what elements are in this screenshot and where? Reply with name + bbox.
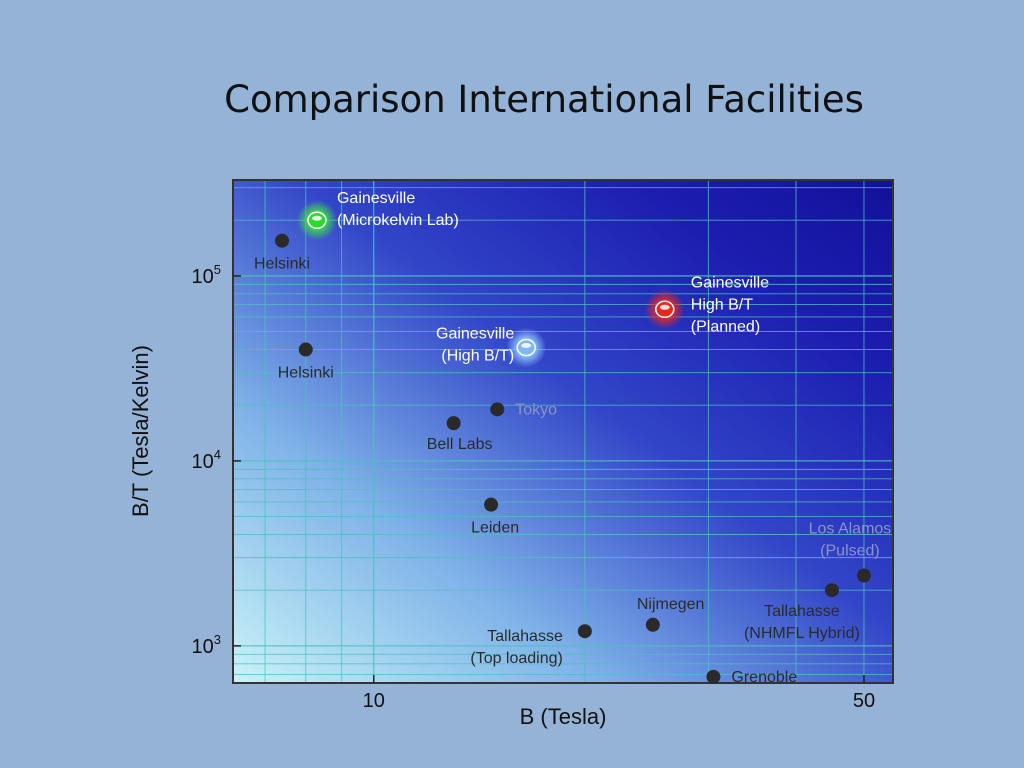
data-point-0: Gainesville (Microkelvin Lab): [296, 190, 459, 241]
data-point-8: Tallahasse (Top loading): [470, 624, 592, 667]
point-marker: [856, 568, 871, 583]
point-label: Gainesville (Microkelvin Lab): [337, 190, 459, 229]
slide-title: Comparison International Facilities: [224, 78, 864, 121]
point-marker: [484, 497, 499, 512]
point-label: Tallahasse (Top loading): [470, 628, 563, 667]
point-label: Tokyo: [515, 401, 557, 418]
point-label: Gainesville (High B/T): [436, 326, 514, 365]
data-point-7: Leiden: [471, 497, 519, 537]
point-label: Gainesville High B/T (Planned): [691, 274, 769, 335]
point-label: Leiden: [471, 520, 519, 537]
y-axis-title: B/T (Tesla/Kelvin): [128, 345, 153, 517]
data-point-4: Gainesville (High B/T): [436, 326, 547, 368]
data-point-12: Los Alamos (Pulsed): [809, 521, 892, 583]
point-label: Grenoble: [731, 669, 797, 686]
gridlines: [233, 180, 893, 683]
point-label: Helsinki: [278, 365, 334, 382]
point-label: Bell Labs: [427, 436, 493, 453]
point-highlight: [659, 304, 670, 310]
point-marker: [446, 416, 461, 431]
y-tick-label: 104: [192, 447, 221, 473]
point-label: Tallahasse (NHMFL Hybrid): [744, 603, 860, 642]
point-marker: [490, 402, 505, 417]
point-highlight: [311, 215, 322, 221]
point-marker: [824, 583, 839, 598]
axis-ticks: 10 50 103 104 105: [192, 262, 876, 712]
data-point-5: Tokyo: [490, 401, 557, 418]
point-label: Nijmegen: [637, 596, 705, 613]
point-marker: [275, 233, 290, 248]
point-highlight: [521, 343, 532, 349]
y-tick-label: 105: [192, 262, 221, 288]
plot-area: [233, 180, 893, 683]
point-marker: [577, 624, 592, 639]
y-tick-label: 103: [192, 632, 221, 658]
point-marker: [645, 617, 660, 632]
x-axis-title: B (Tesla): [520, 704, 607, 729]
data-point-1: Helsinki: [254, 233, 310, 273]
point-marker: [706, 669, 721, 684]
data-point-6: Bell Labs: [427, 416, 493, 453]
data-point-3: Gainesville High B/T (Planned): [644, 274, 769, 335]
data-point-10: Grenoble: [706, 669, 797, 686]
data-point-9: Nijmegen: [637, 596, 705, 632]
data-point-11: Tallahasse (NHMFL Hybrid): [744, 583, 860, 642]
point-label: Helsinki: [254, 256, 310, 273]
plot-frame: [232, 179, 894, 684]
point-marker: [298, 342, 313, 357]
data-points: Gainesville (Microkelvin Lab) Helsinki Hels…: [254, 190, 891, 686]
x-tick-label: 10: [363, 690, 385, 712]
x-tick-label: 50: [853, 690, 875, 712]
data-point-2: Helsinki: [278, 342, 334, 382]
point-label: Los Alamos (Pulsed): [809, 521, 892, 560]
